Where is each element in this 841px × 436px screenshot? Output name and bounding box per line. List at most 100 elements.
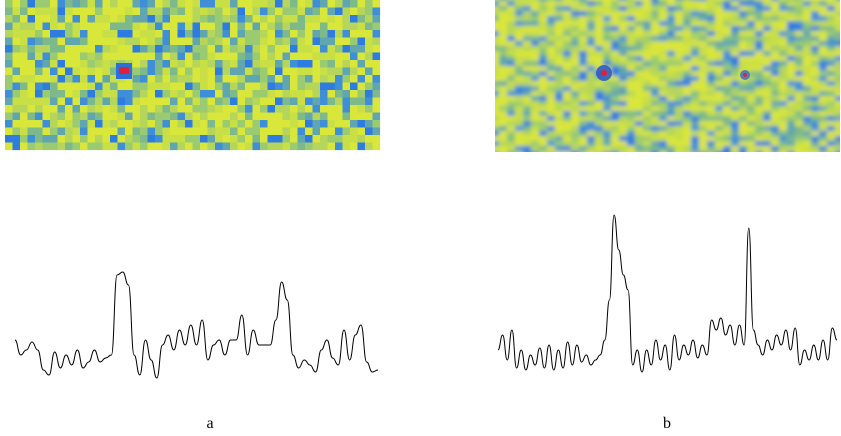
heat-cell xyxy=(675,46,684,52)
heat-cell xyxy=(515,146,524,152)
heat-cell xyxy=(110,97,118,106)
heat-cell xyxy=(779,16,788,22)
heat-cell xyxy=(200,105,208,113)
heat-cell xyxy=(595,106,604,112)
heat-cell xyxy=(771,0,780,2)
heat-cell xyxy=(342,75,351,83)
heat-cell xyxy=(803,46,812,52)
heat-cell xyxy=(827,0,836,2)
heat-cell xyxy=(619,126,628,132)
heat-cell xyxy=(507,56,516,62)
heat-cell xyxy=(65,37,73,46)
heat-cell xyxy=(635,31,644,37)
heat-cell xyxy=(185,45,193,53)
heat-cell xyxy=(499,91,508,97)
heat-cell xyxy=(87,135,96,143)
heat-cell xyxy=(72,135,81,143)
heat-cell xyxy=(563,86,572,92)
heat-cell xyxy=(587,111,596,117)
heat-cell xyxy=(185,142,193,151)
heat-cell xyxy=(803,111,812,117)
heat-cell xyxy=(312,75,321,83)
heat-cell xyxy=(715,151,724,152)
heat-cell xyxy=(297,67,306,76)
heat-cell xyxy=(787,86,796,92)
heat-cell xyxy=(327,127,336,136)
heat-cell xyxy=(252,0,261,8)
heat-cell xyxy=(811,31,820,37)
heat-cell xyxy=(627,41,636,47)
heat-cell xyxy=(95,127,103,136)
heat-cell xyxy=(811,126,820,132)
heat-cell xyxy=(312,112,321,121)
heat-cell xyxy=(230,75,238,83)
heat-cell xyxy=(587,36,596,42)
heat-cell xyxy=(523,46,532,52)
heat-cell xyxy=(531,26,540,32)
heat-cell xyxy=(95,30,103,38)
heat-cell xyxy=(102,97,111,106)
heat-cell xyxy=(495,151,500,152)
heat-cell xyxy=(579,6,588,12)
heat-cell xyxy=(515,81,524,87)
heat-cell xyxy=(827,51,836,57)
heat-cell xyxy=(117,97,126,106)
heat-cell xyxy=(619,146,628,152)
heat-cell xyxy=(132,52,141,61)
heat-cell xyxy=(739,0,748,2)
heat-cell xyxy=(222,127,231,136)
heat-cell xyxy=(275,142,283,151)
heat-cell xyxy=(237,135,246,143)
heat-cell xyxy=(547,101,556,107)
heat-cell xyxy=(5,112,13,121)
heat-cell xyxy=(230,127,238,136)
heat-cell xyxy=(803,11,812,17)
heat-cell xyxy=(192,52,201,61)
heat-cell xyxy=(667,51,676,57)
heat-cell xyxy=(779,71,788,77)
heat-cell xyxy=(547,136,556,142)
heat-cell xyxy=(587,76,596,82)
heat-cell xyxy=(683,51,692,57)
heat-cell xyxy=(297,30,306,38)
heat-cell xyxy=(87,82,96,91)
hotspot xyxy=(119,67,129,74)
heat-cell xyxy=(357,30,366,38)
heat-cell xyxy=(50,127,58,136)
heat-cell xyxy=(547,46,556,52)
heat-cell xyxy=(787,61,796,67)
heat-cell xyxy=(835,86,840,92)
heat-cell xyxy=(803,96,812,102)
heat-cell xyxy=(771,111,780,117)
heat-cell xyxy=(747,36,756,42)
heat-cell xyxy=(723,136,732,142)
heat-cell xyxy=(230,30,238,38)
heat-cell xyxy=(372,120,381,128)
heat-cell xyxy=(699,91,708,97)
heat-cell xyxy=(803,106,812,112)
heat-cell xyxy=(507,136,516,142)
heat-cell xyxy=(827,116,836,122)
heat-cell xyxy=(627,136,636,142)
heat-cell xyxy=(619,36,628,42)
heat-cell xyxy=(659,66,668,72)
heat-cell xyxy=(282,37,291,46)
heat-cell xyxy=(95,60,103,68)
heat-cell xyxy=(20,45,28,53)
heat-cell xyxy=(312,7,321,16)
heat-cell xyxy=(282,67,291,76)
heat-cell xyxy=(57,7,66,16)
heat-cell xyxy=(80,45,88,53)
heat-cell xyxy=(275,105,283,113)
heat-cell xyxy=(699,136,708,142)
heat-cell xyxy=(755,21,764,27)
heat-cell xyxy=(365,15,373,23)
heat-cell xyxy=(579,76,588,82)
heat-cell xyxy=(357,67,366,76)
heat-cell xyxy=(495,21,500,27)
heat-cell xyxy=(132,135,141,143)
heat-cell xyxy=(290,7,298,16)
heat-cell xyxy=(275,82,283,91)
heat-cell xyxy=(312,127,321,136)
heat-cell xyxy=(170,112,178,121)
